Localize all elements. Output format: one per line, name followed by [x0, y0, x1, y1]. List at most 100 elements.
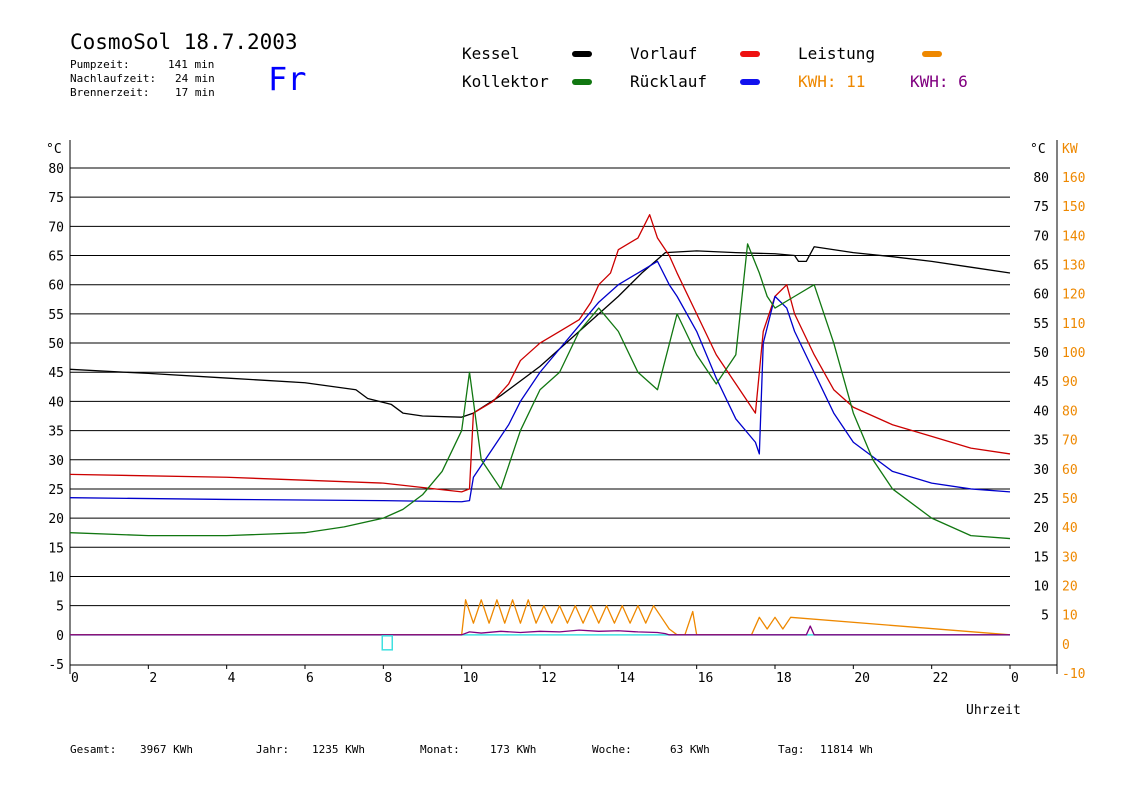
footer-woche-value: 63 KWh	[670, 743, 710, 756]
legend-leistung-swatch	[922, 51, 942, 57]
legend-leistung-label: Leistung	[798, 44, 876, 63]
y-tick-left-60: 60	[48, 279, 64, 294]
y-tick-right-10: 10	[1033, 579, 1049, 594]
stat-pumpzeit-label: Pumpzeit:	[70, 58, 130, 71]
page-title: CosmoSol 18.7.2003	[70, 30, 298, 54]
y-tick-left-15: 15	[48, 541, 64, 556]
y-tick-right-45: 45	[1033, 375, 1049, 390]
legend-kollektor-label: Kollektor	[462, 72, 549, 91]
series-kessel	[69, 246, 1011, 418]
y-tick-power-120: 120	[1062, 288, 1085, 303]
y-tick-right-35: 35	[1033, 434, 1049, 449]
x-tick-7: 14	[619, 671, 635, 686]
y-tick-power-50: 50	[1062, 492, 1078, 507]
y-tick-power-60: 60	[1062, 463, 1078, 478]
marker-square-0	[381, 635, 393, 651]
y-tick-power-90: 90	[1062, 375, 1078, 390]
legend-ruecklauf-swatch	[740, 79, 760, 85]
y-tick-left-55: 55	[48, 308, 64, 323]
stat-brennerzeit-label: Brennerzeit:	[70, 86, 150, 99]
y-tick-power-140: 140	[1062, 229, 1085, 244]
y-tick-right-80: 80	[1033, 171, 1049, 186]
y-tick-power-130: 130	[1062, 259, 1085, 274]
series-kwh-6	[70, 625, 1010, 636]
stat-brennerzeit-value: 17 min	[175, 86, 215, 99]
stat-pumpzeit-value: 141 min	[168, 58, 215, 71]
y-tick-left-70: 70	[48, 220, 64, 235]
y-tick-right-30: 30	[1033, 463, 1049, 478]
weekday-label: Fr	[268, 60, 307, 98]
y-tick-right-65: 65	[1033, 259, 1049, 274]
footer-tag-label: Tag:	[778, 743, 805, 756]
y-tick-right-20: 20	[1033, 521, 1049, 536]
legend-kollektor-swatch	[572, 79, 592, 85]
series-vorlauf	[69, 214, 1011, 493]
y-tick-power-0: 0	[1062, 638, 1070, 653]
y-tick-power-110: 110	[1062, 317, 1085, 332]
y-tick-left-10: 10	[48, 570, 64, 585]
x-tick-4: 8	[384, 671, 392, 686]
footer-monat-label: Monat:	[420, 743, 460, 756]
series-r-cklauf	[69, 260, 1011, 503]
y-tick-left-75: 75	[48, 191, 64, 206]
y-tick-power-20: 20	[1062, 579, 1078, 594]
y-unit-right-power: KW	[1062, 142, 1078, 157]
y-tick-power-160: 160	[1062, 171, 1085, 186]
x-tick-6: 12	[541, 671, 557, 686]
legend-ruecklauf-label: Rücklauf	[630, 72, 708, 91]
y-tick-right-55: 55	[1033, 317, 1049, 332]
y-tick-left--5: -5	[48, 658, 64, 673]
y-tick-power-40: 40	[1062, 521, 1078, 536]
y-tick-power-70: 70	[1062, 434, 1078, 449]
y-tick-right-60: 60	[1033, 288, 1049, 303]
y-tick-left-25: 25	[48, 483, 64, 498]
series-kollektor	[69, 243, 1011, 540]
y-tick-left-35: 35	[48, 425, 64, 440]
x-tick-9: 18	[776, 671, 792, 686]
x-tick-10: 20	[854, 671, 870, 686]
y-tick-right-70: 70	[1033, 229, 1049, 244]
legend-kwh1-label: KWH: 11	[798, 72, 866, 91]
y-tick-power-10: 10	[1062, 609, 1078, 624]
y-tick-left-45: 45	[48, 366, 64, 381]
legend-kessel-swatch	[572, 51, 592, 57]
y-tick-right-75: 75	[1033, 200, 1049, 215]
y-tick-power-30: 30	[1062, 550, 1078, 565]
footer-woche-label: Woche:	[592, 743, 632, 756]
x-tick-8: 16	[698, 671, 714, 686]
stat-nachlaufzeit-value: 24 min	[175, 72, 215, 85]
x-tick-5: 10	[463, 671, 479, 686]
y-tick-power-100: 100	[1062, 346, 1085, 361]
y-tick-left-30: 30	[48, 454, 64, 469]
y-tick-power-150: 150	[1062, 200, 1085, 215]
legend-kwh2-label: KWH: 6	[910, 72, 968, 91]
y-tick-left-80: 80	[48, 162, 64, 177]
x-axis-label: Uhrzeit	[966, 703, 1021, 718]
y-tick-right-50: 50	[1033, 346, 1049, 361]
y-tick-right-5: 5	[1041, 609, 1049, 624]
legend-vorlauf-swatch	[740, 51, 760, 57]
stat-nachlaufzeit-label: Nachlaufzeit:	[70, 72, 157, 85]
y-tick-right-15: 15	[1033, 550, 1049, 565]
footer-gesamt-label: Gesamt:	[70, 743, 117, 756]
y-unit-right-temp: °C	[1030, 142, 1046, 157]
x-tick-3: 6	[306, 671, 314, 686]
y-tick-left-40: 40	[48, 395, 64, 410]
x-tick-12: 0	[1011, 671, 1019, 686]
x-tick-0: 0	[71, 671, 79, 686]
footer-jahr-label: Jahr:	[256, 743, 290, 756]
y-tick-power--10: -10	[1062, 667, 1085, 682]
y-tick-left-50: 50	[48, 337, 64, 352]
legend-kessel-label: Kessel	[462, 44, 520, 63]
y-tick-right-25: 25	[1033, 492, 1049, 507]
footer-gesamt-value: 3967 KWh	[140, 743, 193, 756]
footer-jahr-value: 1235 KWh	[312, 743, 365, 756]
x-tick-1: 2	[149, 671, 157, 686]
footer-monat-value: 173 KWh	[490, 743, 537, 756]
y-tick-power-80: 80	[1062, 404, 1078, 419]
y-tick-left-0: 0	[56, 629, 64, 644]
y-unit-left: °C	[46, 142, 62, 157]
x-tick-11: 22	[933, 671, 949, 686]
x-tick-2: 4	[228, 671, 236, 686]
footer-tag-value: 11814 Wh	[820, 743, 873, 756]
